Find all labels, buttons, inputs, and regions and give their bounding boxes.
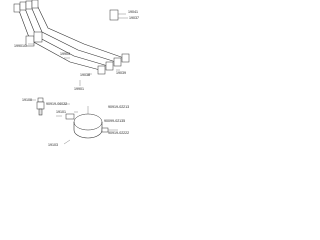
part-label: 90919-02222 (108, 131, 129, 135)
part-label: 90919-02213 (108, 105, 129, 109)
part-label: 19901 (74, 87, 84, 91)
part-label: 19903 (60, 52, 70, 56)
leaders (28, 13, 128, 113)
part-label: 19101 (56, 110, 66, 114)
part-label: 19901C (14, 44, 27, 48)
part-label: 90919-06022 (46, 102, 67, 106)
distributor (56, 106, 118, 145)
part-label: 19037 (129, 16, 139, 20)
ignition-wires (13, 0, 130, 75)
parts-diagram: 19041 19037 19901C 19903 19038 19039 199… (13, 0, 139, 147)
part-label: 19103 (48, 143, 58, 147)
labels: 19041 19037 19901C 19903 19038 19039 199… (14, 10, 139, 147)
part-label: 19100 (22, 98, 32, 102)
page: 19041 19037 19901C 19903 19038 19039 199… (0, 0, 150, 150)
part-label: 90099-02135 (104, 119, 125, 123)
part-label: 19041 (128, 10, 138, 14)
part-label: 19039 (116, 71, 126, 75)
part-label: 19038 (80, 73, 90, 77)
spark-plug (36, 97, 45, 116)
